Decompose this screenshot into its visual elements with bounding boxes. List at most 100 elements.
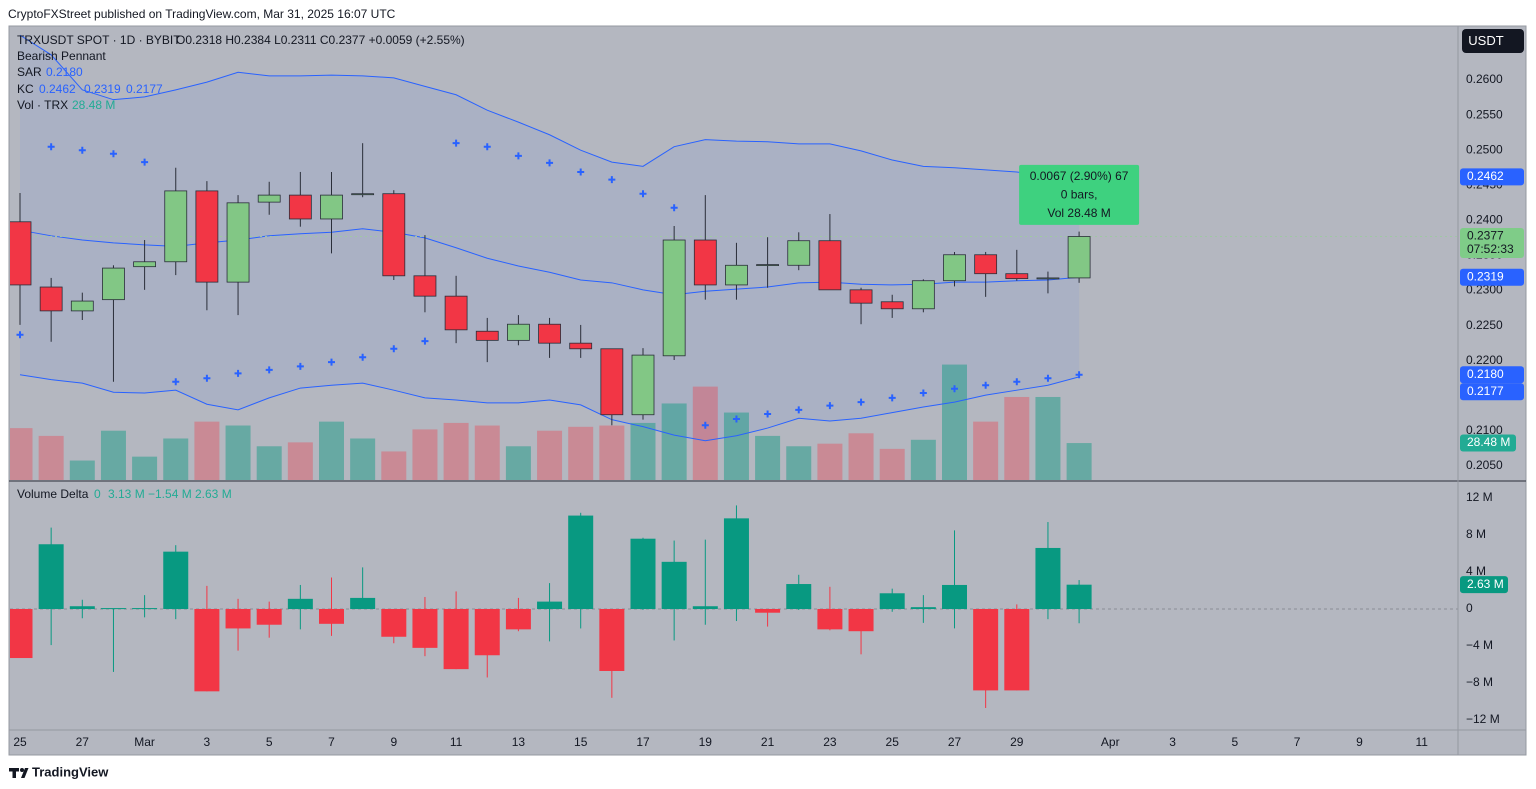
price-pane: [10, 34, 1458, 480]
volume-bar: [848, 433, 874, 480]
candle-body: [475, 330, 499, 341]
x-tick-label: 3: [1169, 735, 1176, 749]
volume-bar: [942, 364, 967, 480]
x-tick-label: 5: [1232, 735, 1239, 749]
price-badge: [1460, 383, 1524, 401]
symbol: TRXUSDT SPOT · 1D · BYBIT: [17, 33, 181, 47]
delta-bar: [256, 609, 282, 625]
candle-body: [226, 202, 250, 283]
currency-label[interactable]: USDT: [1468, 33, 1503, 48]
volume-bar: [163, 438, 189, 480]
candle-body: [257, 194, 281, 203]
candle-body: [164, 190, 188, 263]
y-tick-label: 4 M: [1466, 564, 1486, 578]
y-tick-label: 0.2400: [1466, 213, 1503, 227]
delta-badge-label: 2.63 M: [1467, 577, 1504, 591]
volume-bar: [1035, 396, 1061, 480]
delta-legend-value: 3.13 M: [108, 487, 145, 501]
y-tick-label: 0.2600: [1466, 72, 1503, 86]
price-badge-sub: 07:52:33: [1467, 242, 1514, 256]
delta-bar: [38, 544, 64, 610]
kc-legend-value: 0.2462: [39, 82, 76, 96]
sar-point: [203, 374, 211, 382]
sar-point: [452, 139, 460, 147]
price-badge: [1460, 228, 1524, 259]
x-tick-label: 25: [886, 735, 900, 749]
candle-body: [1036, 277, 1060, 280]
y-tick-label: 0.2050: [1466, 458, 1503, 472]
measure-text: 0 bars,: [1061, 188, 1098, 202]
sar-point: [639, 190, 647, 198]
y-tick-label: 12 M: [1466, 490, 1493, 504]
measure-box: [1019, 164, 1140, 225]
candle-body: [39, 286, 63, 312]
volume-badge-label: 28.48 M: [1467, 435, 1510, 449]
volume-bar: [817, 443, 843, 480]
chart-frame: [8, 25, 1527, 756]
volume-bar: [537, 430, 563, 480]
sar-point: [826, 402, 834, 410]
x-tick-label: 9: [390, 735, 397, 749]
candle-body: [849, 289, 873, 304]
kc-legend-value: 0.2177: [126, 82, 163, 96]
x-tick-label: 29: [1010, 735, 1024, 749]
sar-point: [109, 150, 117, 158]
delta-bar: [225, 609, 251, 629]
delta-bar: [319, 609, 344, 624]
volume-bar: [1004, 396, 1030, 480]
sar-point: [795, 406, 803, 414]
delta-bar: [848, 609, 874, 632]
volume-bar: [132, 456, 158, 480]
brand-name: TradingView: [32, 764, 109, 779]
x-tick-label: 27: [76, 735, 90, 749]
volume-badge: [1460, 434, 1516, 452]
volume-bar: [723, 412, 749, 480]
delta-bar: [194, 609, 220, 692]
candle-body: [600, 348, 624, 416]
delta-bar: [817, 609, 843, 630]
volume-bar: [319, 421, 344, 480]
publisher-line: CryptoFXStreet published on TradingView.…: [8, 7, 396, 21]
x-tick-label: 13: [512, 735, 526, 749]
sar-point: [546, 159, 554, 167]
delta-bar: [1066, 584, 1092, 610]
candle-body: [133, 261, 157, 268]
delta-bar: [630, 538, 656, 610]
candle-body: [569, 342, 593, 350]
x-tick-label: 11: [450, 735, 463, 749]
candle-body: [818, 240, 842, 291]
x-tick-label: 5: [266, 735, 273, 749]
candle-body: [880, 301, 904, 310]
x-tick-label: 15: [574, 735, 588, 749]
y-tick-label: 0.2300: [1466, 283, 1503, 297]
delta-legend-value: 2.63 M: [195, 487, 232, 501]
price-badge: [1460, 168, 1524, 186]
x-tick-label: 19: [699, 735, 713, 749]
measure-text: 0.0067 (2.90%) 67: [1030, 169, 1129, 183]
sar-legend: SAR: [17, 65, 42, 79]
volume-bar: [381, 451, 407, 480]
sar-point: [172, 378, 180, 386]
candle-body: [413, 275, 437, 297]
delta-bar: [910, 607, 936, 610]
candle-body: [693, 239, 717, 286]
sar-point: [577, 168, 585, 176]
volume-bar: [1066, 443, 1092, 480]
candle-body: [974, 254, 998, 275]
delta-bar: [132, 608, 158, 610]
candle-body: [911, 280, 935, 310]
delta-bar: [661, 561, 687, 610]
kc-upper: [19, 34, 1080, 178]
price-badge-label: 0.2319: [1467, 269, 1504, 283]
sar-legend-value: 0.2180: [46, 65, 83, 79]
x-tick-label: Apr: [1101, 735, 1120, 749]
delta-bar: [599, 609, 625, 671]
sar-point: [951, 385, 958, 393]
currency-button[interactable]: [1462, 29, 1524, 53]
delta-bar: [474, 609, 500, 656]
delta-bar: [350, 597, 376, 610]
volume-bar: [412, 429, 438, 480]
volume-bar: [10, 428, 33, 480]
sar-point: [390, 345, 398, 353]
sar-point: [1013, 378, 1021, 386]
